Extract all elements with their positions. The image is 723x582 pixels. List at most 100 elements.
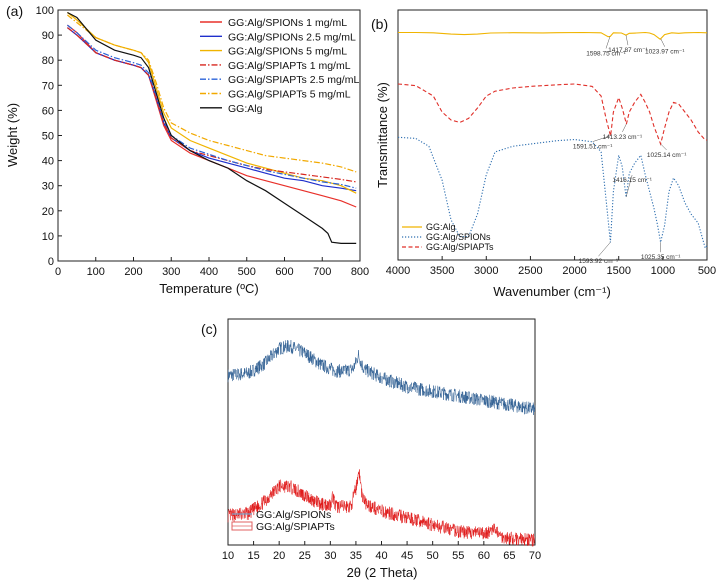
panel-b-y-axis-label: Transmittance (%)	[375, 82, 390, 188]
panel-b-annotation-8: 1025.35 cm⁻¹	[641, 254, 681, 261]
panel-b-annotation-7: 1593.92 cm⁻¹	[579, 258, 619, 265]
panel-c-ticks: 10 15 20 25 30 35 40 45 50 55 60 65 70	[222, 541, 541, 562]
panel-a-y-tick-label-50: 50	[42, 131, 54, 143]
panel-c-series-gg-alg-spions	[227, 340, 536, 415]
panel-a-legend-label-gg-alg-spiapts-1-mg-ml: GG:Alg/SPIAPTs 1 mg/mL	[228, 60, 351, 72]
panel-c-x-tick-label-40: 40	[375, 550, 387, 562]
panel-c-legend-label-gg-alg-spions: GG:Alg/SPIONs	[256, 509, 331, 521]
panel-b-annotation-leader-4	[622, 123, 627, 133]
panel-c-x-tick-label-20: 20	[273, 550, 285, 562]
panel-a-legend-label-gg-alg: GG:Alg	[228, 103, 263, 115]
panel-a-y-tick-label-70: 70	[42, 80, 54, 92]
panel-a-y-tick-label-0: 0	[48, 256, 54, 268]
panel-a-y-tick-label-100: 100	[36, 5, 54, 17]
panel-a-y-tick-label-30: 30	[42, 181, 54, 193]
panel-b-annotation-1: 1417.87 cm⁻¹	[608, 47, 648, 54]
panel-b-x-tick-label-3000: 3000	[474, 265, 498, 277]
panel-a-x-axis-label: Temperature (ºC)	[159, 281, 258, 296]
panel-a-x-tick-label-400: 400	[200, 266, 218, 278]
panel-a-legend-label-gg-alg-spions-1-mg-ml: GG:Alg/SPIONs 1 mg/mL	[228, 17, 347, 29]
panel-b-annotation-leader-1	[625, 35, 629, 46]
panel-b-x-tick-label-4000: 4000	[386, 265, 410, 277]
panel-b-series-lines	[397, 31, 708, 250]
panel-c-x-tick-label-65: 65	[503, 550, 515, 562]
panel-b-annotation-3: 1591.51 cm⁻¹	[573, 144, 613, 151]
panel-b-plot-frame	[397, 9, 708, 261]
panel-b-legend-label-gg-alg: GG:Alg	[426, 222, 456, 232]
panel-a-label: (a)	[6, 3, 23, 19]
panel-b-x-tick-label-2500: 2500	[518, 265, 542, 277]
panel-b-label: (b)	[371, 16, 388, 32]
panel-c-legend-label-gg-alg-spiapts: GG:Alg/SPIAPTs	[256, 521, 335, 533]
panel-c-x-tick-label-25: 25	[299, 550, 311, 562]
panel-a-ticks: 0 100 200 300 400 500 600 700 800 0 10 20 30 40 50 60 70…	[36, 5, 370, 278]
panel-c-series-lines	[227, 340, 536, 547]
panel-a-series-gg-alg-spiapts-2-5-mg-ml	[67, 24, 357, 189]
panel-c-x-tick-label-15: 15	[247, 550, 259, 562]
panel-c-x-tick-label-10: 10	[222, 550, 234, 562]
panel-b-ftir-chart: (b) 4000 3500 3000 2500 2000 1500 1000 500 1598…	[371, 9, 716, 299]
panel-a-series-gg-alg	[67, 11, 357, 244]
panel-a-x-tick-label-800: 800	[351, 266, 369, 278]
panel-a-y-tick-label-80: 80	[42, 55, 54, 67]
panel-b-annotation-leader-5	[660, 143, 667, 151]
panel-a-legend-label-gg-alg-spiapts-5-mg-ml: GG:Alg/SPIAPTs 5 mg/mL	[228, 89, 351, 101]
panel-a-thermogravimetric-chart: (a) 0 100 200 300 400 500 600 700 800 0 10 20 30 40 50…	[5, 3, 369, 296]
panel-c-x-tick-label-30: 30	[324, 550, 336, 562]
panel-b-annotation-6: 1416.15 cm⁻¹	[612, 177, 652, 184]
panel-c-x-tick-label-60: 60	[478, 550, 490, 562]
panel-a-legend: GG:Alg/SPIONs 1 mg/mL GG:Alg/SPIONs 2.5 m…	[200, 17, 359, 115]
panel-c-x-tick-label-35: 35	[350, 550, 362, 562]
panel-b-x-tick-label-2000: 2000	[562, 265, 586, 277]
panel-a-y-axis-label: Weight (%)	[5, 103, 20, 167]
panel-a-x-tick-label-0: 0	[55, 266, 61, 278]
panel-b-x-tick-label-500: 500	[698, 265, 716, 277]
panel-b-annotation-leader-3	[592, 135, 611, 142]
panel-a-legend-label-gg-alg-spiapts-2-5-mg-ml: GG:Alg/SPIAPTs 2.5 mg/mL	[228, 74, 359, 86]
panel-a-series-gg-alg-spiapts-1-mg-ml	[67, 27, 357, 183]
panel-a-y-tick-label-20: 20	[42, 206, 54, 218]
panel-c-x-tick-label-55: 55	[452, 550, 464, 562]
panel-b-annotation-5: 1025.14 cm⁻¹	[647, 152, 687, 159]
panel-b-x-tick-label-1500: 1500	[606, 265, 630, 277]
panel-a-y-tick-label-40: 40	[42, 156, 54, 168]
panel-a-legend-label-gg-alg-spions-2-5-mg-ml: GG:Alg/SPIONs 2.5 mg/mL	[228, 31, 356, 43]
panel-b-annotation-leader-7	[598, 242, 611, 257]
panel-b-annotation-leader-6	[625, 174, 633, 198]
panel-b-x-tick-label-1000: 1000	[651, 265, 675, 277]
panel-b-annotation-leader-0	[605, 36, 611, 49]
panel-a-x-tick-label-300: 300	[162, 266, 180, 278]
panel-a-y-tick-label-90: 90	[42, 30, 54, 42]
panel-a-y-tick-label-60: 60	[42, 105, 54, 117]
panel-a-x-tick-label-700: 700	[313, 266, 331, 278]
panel-a-x-tick-label-100: 100	[87, 266, 105, 278]
panel-c-x-tick-label-45: 45	[401, 550, 413, 562]
panel-c-label: (c)	[201, 321, 217, 337]
panel-c-x-tick-label-50: 50	[427, 550, 439, 562]
panel-b-legend-label-gg-alg-spions: GG:Alg/SPIONs	[426, 232, 491, 242]
panel-b-ticks: 4000 3500 3000 2500 2000 1500 1000 500	[386, 256, 716, 277]
panel-a-x-tick-label-500: 500	[238, 266, 256, 278]
panel-b-annotation-leader-2	[660, 38, 665, 47]
panel-a-series-lines	[67, 11, 357, 244]
panel-b-annotation-4: 1413.23 cm⁻¹	[603, 134, 643, 141]
panel-b-annotation-0: 1598.75 cm⁻¹	[586, 50, 626, 57]
panel-c-series-gg-alg-spiapts	[227, 469, 536, 547]
panel-a-series-gg-alg-spiapts-5-mg-ml	[67, 14, 357, 173]
panel-a-x-tick-label-200: 200	[124, 266, 142, 278]
panel-c-x-tick-label-70: 70	[529, 550, 541, 562]
panel-a-y-tick-label-10: 10	[42, 231, 54, 243]
panel-b-series-gg-alg	[398, 31, 708, 41]
panel-b-x-axis-label: Wavenumber (cm⁻¹)	[493, 284, 611, 299]
panel-a-legend-label-gg-alg-spions-5-mg-ml: GG:Alg/SPIONs 5 mg/mL	[228, 46, 347, 58]
panel-a-x-tick-label-600: 600	[275, 266, 293, 278]
panel-b-annotation-2: 1023.97 cm⁻¹	[645, 49, 685, 56]
panel-b-x-tick-label-3500: 3500	[430, 265, 454, 277]
panel-b-series-gg-alg-spiapts	[397, 83, 707, 146]
panel-c-xrd-chart: (c) 10 15 20 25 30 35 40 45 50 55 60 65 70 GG:Alg/SP…	[201, 318, 541, 580]
panel-c-x-axis-label: 2θ (2 Theta)	[347, 565, 418, 580]
panel-b-legend-label-gg-alg-spiapts: GG:Alg/SPIAPTs	[426, 242, 494, 252]
